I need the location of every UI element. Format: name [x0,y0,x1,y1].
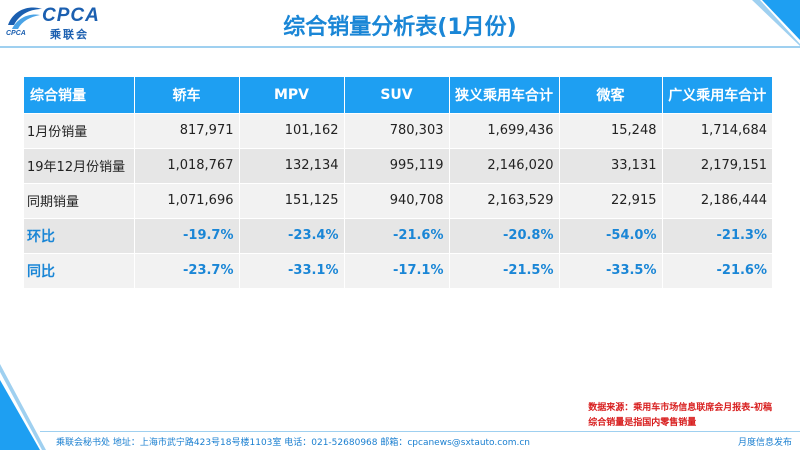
table-cell: -21.6% [662,252,772,288]
slide-header: CPCA 乘联会 CPCA 综合销量分析表(1月份) [0,0,800,48]
definition-text: 综合销量是指国内零售销量 [588,418,697,428]
table-cell: 1,071,696 [134,182,240,218]
row-label: 环比 [24,217,135,253]
column-header: SUV [344,77,450,113]
header-divider [0,46,800,48]
table-cell: 780,303 [344,112,450,148]
column-header: 轿车 [134,77,240,113]
row-label: 同期销量 [24,182,135,218]
logo-wordmark: CPCA [42,5,100,26]
table-cell: -23.4% [239,217,345,253]
table-cell: 132,134 [239,147,345,183]
footer-contact-info: 乘联会秘书处 地址：上海市武宁路423号18号楼1103室 电话：021-526… [56,438,531,448]
footer-divider [40,431,800,432]
table-cell: -20.8% [449,217,560,253]
cpca-emblem-icon [8,7,42,29]
column-header: MPV [239,77,345,113]
table-cell: 2,186,444 [662,182,772,218]
table-cell: -21.5% [449,252,560,288]
table-row-mom: 环比 -19.7% -23.4% -21.6% -20.8% -54.0% -2… [24,217,772,253]
row-label: 同比 [24,252,135,288]
sales-table: 综合销量 轿车 MPV SUV 狭义乘用车合计 微客 广义乘用车合计 1月份销量… [24,77,772,288]
table-cell: 15,248 [559,112,663,148]
logo-chinese-name: 乘联会 [50,28,89,41]
table-cell: 2,146,020 [449,147,560,183]
column-header: 狭义乘用车合计 [449,77,560,113]
table-cell: 22,915 [559,182,663,218]
column-header: 微客 [559,77,663,113]
table-cell: -21.3% [662,217,772,253]
source-note: 数据来源：乘用车市场信息联席会月报表-初稿 综合销量是指国内零售销量 [588,401,772,431]
table-cell: 817,971 [134,112,240,148]
table-cell: 995,119 [344,147,450,183]
logo-tagline: CPCA [6,30,26,37]
footer-publication-label: 月度信息发布 [737,438,792,448]
table-header-row: 综合销量 轿车 MPV SUV 狭义乘用车合计 微客 广义乘用车合计 [24,77,772,113]
corner-decoration-bottom-left [0,364,46,450]
table-cell: 101,162 [239,112,345,148]
cpca-logo: CPCA 乘联会 CPCA [4,3,116,41]
table-row-yoy: 同比 -23.7% -33.1% -17.1% -21.5% -33.5% -2… [24,252,772,288]
table-cell: -19.7% [134,217,240,253]
table-cell: -33.1% [239,252,345,288]
column-header: 综合销量 [24,77,135,113]
column-header: 广义乘用车合计 [662,77,772,113]
table-cell: 151,125 [239,182,345,218]
table-cell: 2,179,151 [662,147,772,183]
row-label: 19年12月份销量 [24,147,135,183]
table-cell: 1,018,767 [134,147,240,183]
table-cell: -23.7% [134,252,240,288]
table-cell: -54.0% [559,217,663,253]
table-cell: 2,163,529 [449,182,560,218]
table-cell: -21.6% [344,217,450,253]
row-label: 1月份销量 [24,112,135,148]
table-cell: -33.5% [559,252,663,288]
data-source-text: 数据来源：乘用车市场信息联席会月报表-初稿 [588,403,772,413]
page-title: 综合销量分析表(1月份) [283,15,517,40]
table-cell: -17.1% [344,252,450,288]
table-row: 1月份销量 817,971 101,162 780,303 1,699,436 … [24,112,772,148]
table-row: 同期销量 1,071,696 151,125 940,708 2,163,529… [24,182,772,218]
corner-decoration-top-right [752,0,800,46]
table-cell: 1,699,436 [449,112,560,148]
table-row: 19年12月份销量 1,018,767 132,134 995,119 2,14… [24,147,772,183]
table-cell: 33,131 [559,147,663,183]
table-cell: 1,714,684 [662,112,772,148]
table-cell: 940,708 [344,182,450,218]
